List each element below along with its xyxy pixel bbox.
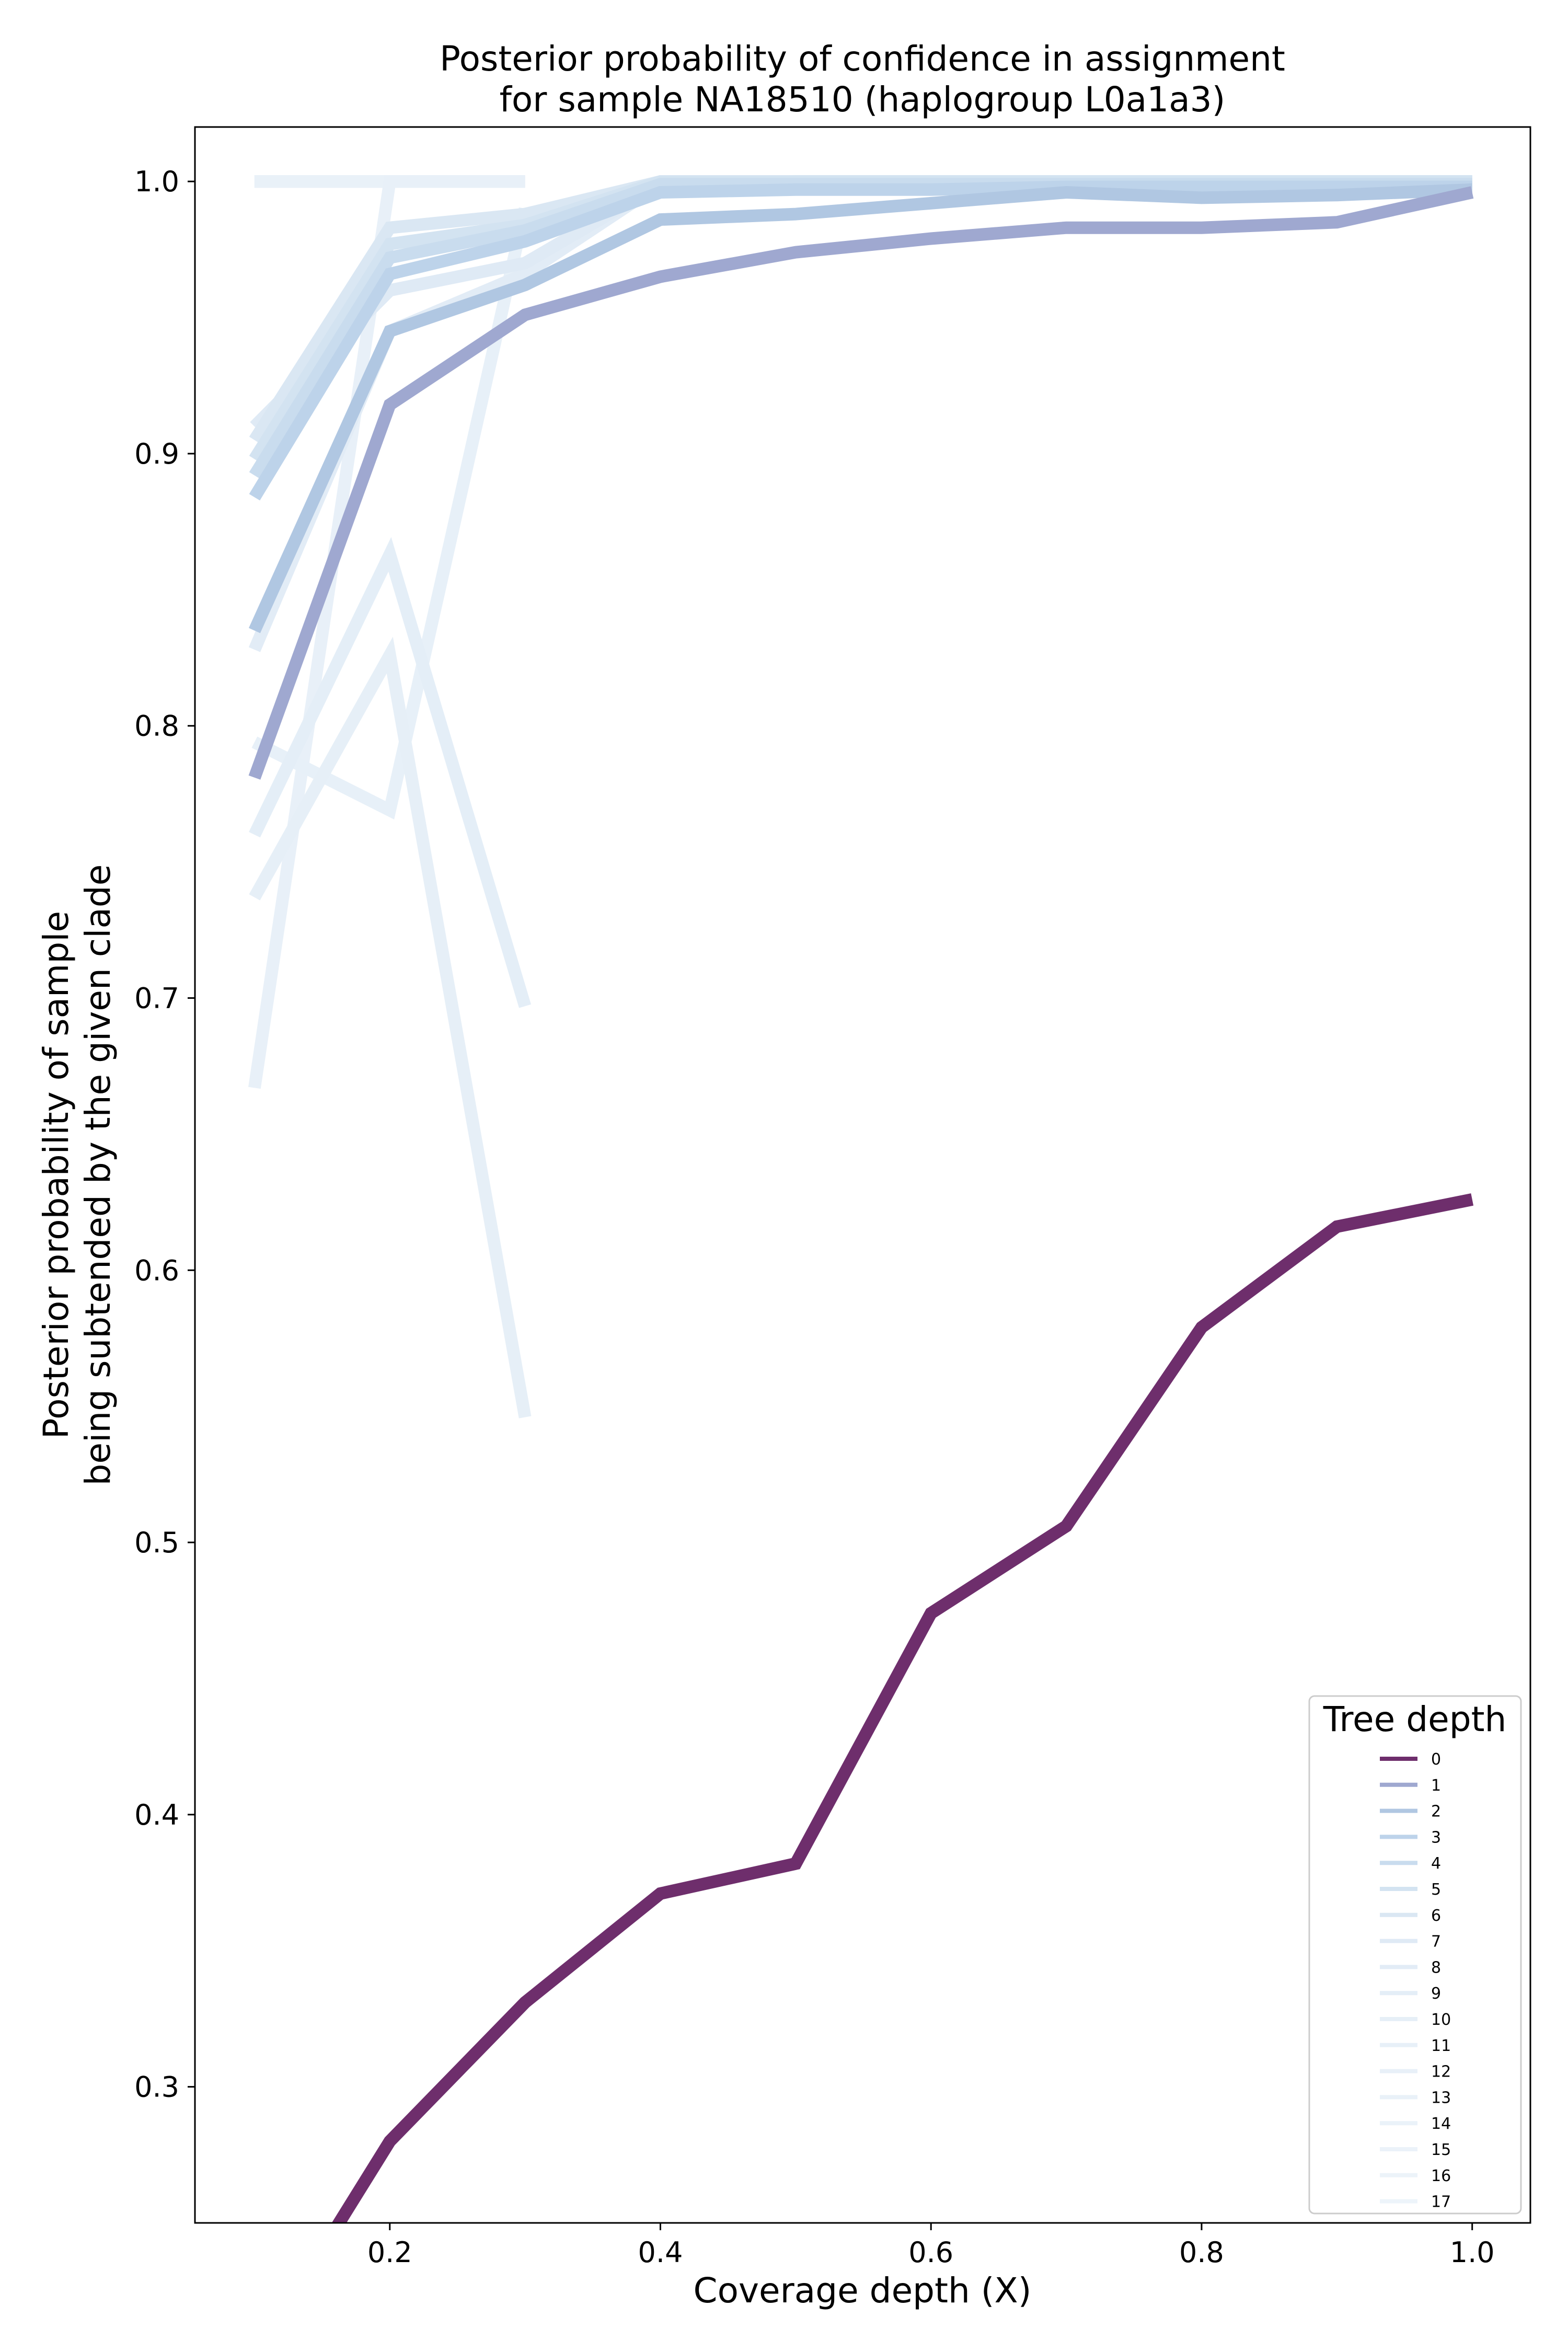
legend-label: 5 [1431,1881,1441,1899]
y-tick-label: 0.8 [134,710,179,743]
legend-entry-6: 6 [1380,1907,1441,1925]
y-axis-label-line2: being subtended by the given clade [78,864,118,1486]
y-tick-label: 1.0 [134,165,179,198]
legend-label: 13 [1431,2089,1451,2107]
legend-label: 15 [1431,2141,1451,2159]
y-tick-label: 0.3 [134,2071,179,2104]
series-line-12 [248,175,525,1089]
series-line-3 [249,180,1472,501]
legend-entry-8: 8 [1380,1958,1441,1977]
x-tick-label: 0.8 [1179,2236,1224,2269]
legend-label: 4 [1431,1854,1441,1873]
legend-entry-0: 0 [1380,1750,1441,1769]
legend-entry-1: 1 [1380,1777,1441,1795]
plot-frame [194,126,1531,2224]
legend-entry-16: 16 [1380,2167,1451,2185]
y-tick-label: 0.9 [134,437,179,470]
series-line-2 [248,183,1473,633]
legend-box [1308,1695,1522,2215]
legend-label: 16 [1431,2167,1451,2185]
legend-label: 10 [1431,2011,1451,2029]
legend-label: 14 [1431,2115,1451,2133]
legend-label: 7 [1431,1933,1441,1951]
legend-entry-12: 12 [1380,2063,1451,2081]
legend-entry-15: 15 [1380,2141,1451,2159]
legend-label: 17 [1431,2193,1451,2211]
legend-entry-7: 7 [1380,1933,1441,1951]
y-tick-label: 0.4 [134,1798,179,1831]
legend-entry-4: 4 [1380,1854,1441,1873]
legend-label: 12 [1431,2063,1451,2081]
y-tick-label: 0.5 [134,1526,179,1559]
legend-label: 8 [1431,1958,1441,1977]
legend-label: 1 [1431,1777,1441,1795]
legend-entry-10: 10 [1380,2011,1451,2029]
legend-entry-13: 13 [1380,2089,1451,2107]
series-line-1 [248,186,1474,780]
series-layer [248,175,1474,2223]
legend-title: Tree depth [1323,1699,1507,1739]
x-tick-label: 0.6 [908,2236,953,2269]
series-line-10 [249,637,532,1419]
legend-label: 6 [1431,1907,1441,1925]
legend-entry-5: 5 [1380,1881,1441,1899]
legend-label: 2 [1431,1803,1441,1821]
legend-entry-2: 2 [1380,1803,1441,1821]
x-tick-label: 0.2 [367,2236,412,2269]
y-axis-label-line1: Posterior probability of sample [36,911,76,1439]
legend-entry-14: 14 [1380,2115,1451,2133]
x-tick-label: 1.0 [1450,2236,1495,2269]
legend-entry-9: 9 [1380,1985,1441,2003]
legend-label: 0 [1431,1750,1441,1769]
legend-entry-11: 11 [1380,2037,1451,2055]
series-line-11 [251,207,532,820]
y-tick-label: 0.7 [134,982,179,1014]
chart-title-line2: for sample NA18510 (haplogroup L0a1a3) [500,79,1226,120]
legend-entry-3: 3 [1380,1828,1441,1847]
x-axis-label: Coverage depth (X) [694,2270,1032,2311]
legend-label: 9 [1431,1985,1441,2003]
legend-label: 3 [1431,1828,1441,1847]
y-tick-label: 0.6 [134,1254,179,1287]
x-tick-label: 0.4 [638,2236,683,2269]
legend-label: 11 [1431,2037,1451,2055]
series-line-0 [331,1193,1474,2223]
ticks-layer: 0.2 0.4 0.6 0.8 1.0 0.3 0.4 0.5 0.6 0.7 0.8 0.9 1.0 [134,165,1495,2269]
series-line-9 [249,537,532,1008]
legend-entry-17: 17 [1380,2193,1451,2211]
chart-title-line1: Posterior probability of confidence in a… [440,39,1285,79]
